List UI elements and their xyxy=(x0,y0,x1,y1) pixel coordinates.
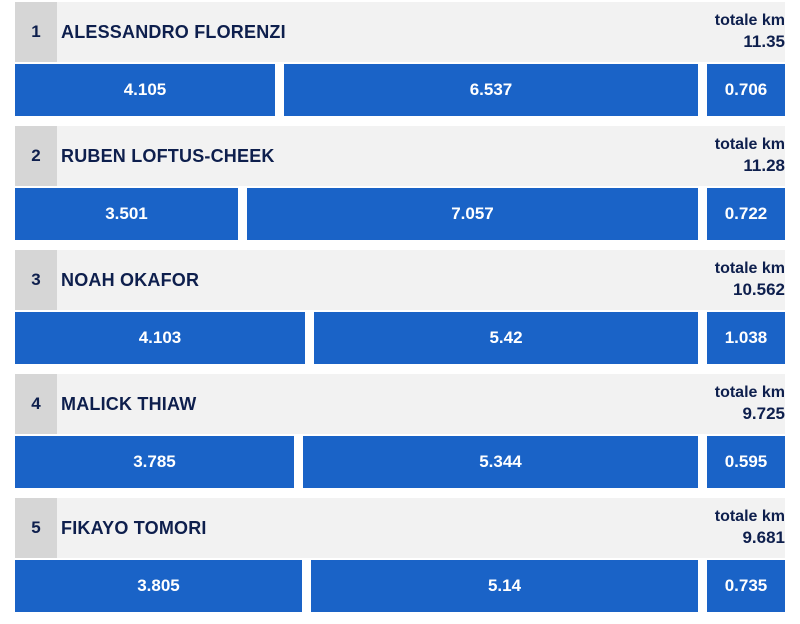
player-row: 5 FIKAYO TOMORI totale km 9.681 3.805 5.14 0.7… xyxy=(15,498,785,612)
distance-bar: 4.105 6.537 0.706 xyxy=(15,64,785,116)
total-km-label: totale km xyxy=(714,260,785,277)
player-name: NOAH OKAFOR xyxy=(61,269,200,290)
player-header: 5 FIKAYO TOMORI totale km 9.681 xyxy=(15,498,785,558)
bar-segment-2: 6.537 xyxy=(284,64,698,116)
player-header: 4 MALICK THIAW totale km 9.725 xyxy=(15,374,785,434)
bar-segment-1: 4.103 xyxy=(15,312,305,364)
player-name: RUBEN LOFTUS-CHEEK xyxy=(61,145,275,166)
bar-segment-3: 0.722 xyxy=(707,188,785,240)
bar-segment-1: 3.805 xyxy=(15,560,302,612)
bar-segment-2: 5.42 xyxy=(314,312,698,364)
player-name: FIKAYO TOMORI xyxy=(61,517,207,538)
rank-number: 5 xyxy=(15,498,57,558)
total-km-value: 11.35 xyxy=(743,32,785,51)
player-row: 1 ALESSANDRO FLORENZI totale km 11.35 4.105 6… xyxy=(15,2,785,116)
rank-number: 3 xyxy=(15,250,57,310)
bar-segment-2: 5.344 xyxy=(303,436,698,488)
distance-bar: 3.501 7.057 0.722 xyxy=(15,188,785,240)
distance-bar: 4.103 5.42 1.038 xyxy=(15,312,785,364)
player-row: 2 RUBEN LOFTUS-CHEEK totale km 11.28 3.501 7.… xyxy=(15,126,785,240)
player-header: 2 RUBEN LOFTUS-CHEEK totale km 11.28 xyxy=(15,126,785,186)
total-km-value: 10.562 xyxy=(733,280,785,299)
player-row: 3 NOAH OKAFOR totale km 10.562 4.103 5.42 1.03… xyxy=(15,250,785,364)
rank-number: 1 xyxy=(15,2,57,62)
total-km-value: 9.681 xyxy=(742,528,785,547)
player-name: MALICK THIAW xyxy=(61,393,197,414)
rank-number: 2 xyxy=(15,126,57,186)
total-km-label: totale km xyxy=(714,384,785,401)
player-header: 3 NOAH OKAFOR totale km 10.562 xyxy=(15,250,785,310)
bar-segment-2: 7.057 xyxy=(247,188,698,240)
bar-segment-1: 3.785 xyxy=(15,436,294,488)
total-km-label: totale km xyxy=(714,508,785,525)
total-km-label: totale km xyxy=(714,136,785,153)
distance-bar: 3.805 5.14 0.735 xyxy=(15,560,785,612)
total-km-label: totale km xyxy=(714,12,785,29)
bar-segment-3: 1.038 xyxy=(707,312,785,364)
distance-bar: 3.785 5.344 0.595 xyxy=(15,436,785,488)
bar-segment-3: 0.595 xyxy=(707,436,785,488)
bar-segment-1: 3.501 xyxy=(15,188,238,240)
bar-segment-1: 4.105 xyxy=(15,64,275,116)
bar-segment-3: 0.735 xyxy=(707,560,785,612)
player-row: 4 MALICK THIAW totale km 9.725 3.785 5.344 0.5… xyxy=(15,374,785,488)
bar-segment-3: 0.706 xyxy=(707,64,785,116)
bar-segment-2: 5.14 xyxy=(311,560,698,612)
player-name: ALESSANDRO FLORENZI xyxy=(61,21,286,42)
total-km-value: 9.725 xyxy=(742,404,785,423)
player-header: 1 ALESSANDRO FLORENZI totale km 11.35 xyxy=(15,2,785,62)
total-km-value: 11.28 xyxy=(743,156,785,175)
rank-number: 4 xyxy=(15,374,57,434)
